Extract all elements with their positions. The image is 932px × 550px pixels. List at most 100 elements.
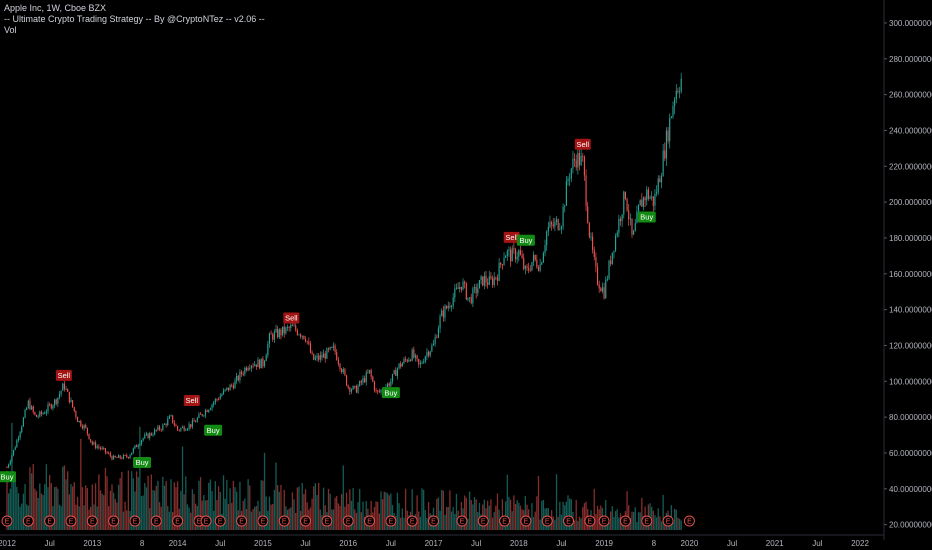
candle-body: [331, 347, 333, 348]
candle-body: [113, 455, 115, 460]
earnings-marker: E: [342, 515, 354, 527]
volume-bar: [291, 492, 294, 530]
volume-bar: [354, 509, 356, 530]
candle-body: [234, 380, 236, 389]
candle-body: [475, 286, 477, 294]
volume-bar: [454, 514, 456, 530]
volume-bar: [201, 500, 203, 530]
candle-body: [365, 372, 367, 383]
candle-body: [208, 409, 210, 412]
time-tick-label: 2020: [681, 539, 699, 548]
volume-bar: [303, 494, 305, 530]
candle-body: [339, 363, 341, 370]
volume-bar: [478, 502, 481, 530]
symbol-title[interactable]: Apple Inc, 1W, Cboe BZX: [4, 3, 107, 13]
candle-body: [260, 358, 262, 369]
volume-bar: [265, 496, 267, 530]
candle-body: [313, 353, 315, 360]
volume-bar: [314, 483, 317, 530]
volume-bar: [385, 492, 387, 530]
earnings-text: E: [154, 518, 159, 525]
candle-body: [19, 432, 21, 438]
candle-body: [211, 404, 213, 409]
candle-body: [460, 286, 462, 290]
candle-body: [163, 423, 166, 425]
volume-bar: [203, 495, 205, 530]
earnings-text: E: [303, 518, 308, 525]
price-axis[interactable]: 20.00000000 40.00000000 60.00000000 80.0000…: [883, 0, 932, 540]
time-tick-label: Jul: [727, 539, 737, 548]
volume-bar: [659, 516, 661, 530]
volume-bar: [250, 511, 253, 530]
volume-bar: [277, 485, 279, 530]
candle-body: [44, 413, 46, 415]
signal-box: [55, 369, 72, 381]
time-tick-label: 2018: [510, 539, 528, 548]
candle-body: [201, 414, 203, 416]
volume-title[interactable]: Vol: [4, 25, 17, 35]
candle-body: [232, 385, 234, 389]
candle-body: [314, 357, 316, 360]
candle-body: [450, 306, 453, 308]
candle-body: [646, 189, 648, 201]
candle-body: [539, 264, 541, 271]
candle-body: [613, 250, 615, 253]
volume-bar: [313, 486, 315, 530]
earnings-text: E: [26, 518, 31, 525]
candle-body: [181, 426, 184, 428]
candle-body: [332, 345, 335, 348]
volume-bar: [568, 498, 571, 530]
candle-body: [277, 328, 279, 338]
volume-bar: [400, 517, 402, 530]
candle-body: [498, 262, 500, 281]
candle-body: [416, 355, 418, 359]
volume-bar: [524, 496, 527, 530]
candle-body: [108, 453, 110, 454]
volume-bar: [334, 497, 336, 530]
price-tick-label: 80.00000000: [889, 413, 932, 422]
volume-bar: [611, 506, 613, 530]
candle-body: [675, 90, 677, 100]
volume-bar: [506, 474, 508, 530]
volume-bar: [239, 481, 241, 530]
candle-body: [596, 266, 599, 285]
candle-body: [237, 375, 239, 381]
candle-body: [8, 464, 10, 468]
candle-body: [511, 248, 513, 262]
candle-body: [633, 230, 635, 235]
volume-bar: [9, 488, 11, 530]
volume-bar: [362, 501, 364, 530]
candle-body: [352, 385, 354, 390]
volume-bar: [242, 500, 244, 530]
volume-bar: [318, 482, 320, 530]
volume-bar: [229, 488, 231, 530]
volume-bar: [336, 495, 338, 530]
candle-body: [565, 181, 567, 207]
candle-body: [647, 189, 649, 199]
candle-body: [242, 374, 244, 375]
signal-box: [381, 387, 400, 399]
candle-body: [67, 389, 69, 392]
strategy-title[interactable]: -- Ultimate Crypto Trading Strategy -- B…: [4, 14, 265, 24]
time-axis[interactable]: 2012 Jul 2013 8 2014 Jul 2015 Jul 2016 Jul 2017 Jul…: [0, 534, 884, 548]
earnings-circle: [44, 515, 56, 527]
volume-bar: [181, 446, 184, 530]
candle-body: [513, 248, 515, 250]
earnings-marker: E: [214, 515, 226, 527]
candle-body: [654, 193, 656, 206]
volume-bar: [198, 480, 200, 530]
candle-body: [170, 415, 172, 417]
candle-body: [664, 150, 666, 159]
earnings-text: E: [325, 518, 330, 525]
candle-body: [644, 197, 646, 201]
candle-body: [667, 130, 669, 142]
candle-body: [29, 400, 31, 410]
candle-body: [311, 352, 313, 354]
candle-body: [572, 158, 574, 169]
volume-bar: [137, 477, 139, 530]
volume-bar: [488, 505, 490, 530]
candle-body: [660, 176, 663, 183]
volume-bar: [452, 507, 454, 530]
candle-body: [349, 387, 351, 392]
